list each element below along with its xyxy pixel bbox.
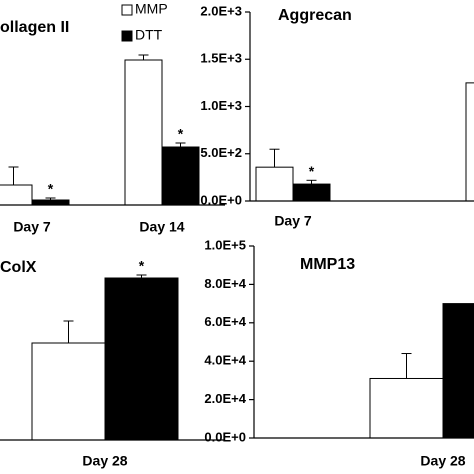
- x-tick-label: Day 28: [82, 453, 127, 469]
- bar: [0, 184, 33, 206]
- significance-marker: *: [48, 181, 54, 197]
- y-tick-label: 1.0E+5: [204, 237, 246, 252]
- y-tick-label: 2.0E+4: [204, 391, 246, 406]
- x-tick-label: Day 14: [139, 219, 184, 235]
- panel-title: MMP13: [300, 256, 355, 273]
- legend-label: DTT: [135, 27, 163, 43]
- y-tick-label: 1.0E+3: [200, 98, 242, 113]
- significance-marker: *: [309, 163, 315, 179]
- bar: [104, 277, 179, 441]
- significance-marker: *: [178, 126, 184, 142]
- y-tick-label: 1.5E+3: [200, 51, 242, 66]
- legend-label: MMP: [135, 1, 168, 17]
- significance-marker: *: [139, 258, 145, 274]
- y-tick-label: 5.0E+2: [200, 145, 242, 160]
- bar: [255, 166, 294, 202]
- y-tick-label: 4.0E+4: [204, 353, 246, 368]
- y-tick-label: 8.0E+4: [204, 276, 246, 291]
- bar: [292, 183, 331, 202]
- bar: [124, 59, 163, 206]
- panel-title: ollagen II: [0, 19, 69, 36]
- y-tick-label: 6.0E+4: [204, 314, 246, 329]
- bar: [369, 377, 444, 439]
- x-tick-label: Day 7: [274, 213, 312, 229]
- y-tick-label: 0.0E+0: [200, 192, 242, 207]
- legend-swatch: [121, 4, 133, 16]
- panel-title: Aggrecan: [278, 7, 352, 24]
- bar: [31, 342, 106, 441]
- y-tick-label: 2.0E+3: [200, 3, 242, 18]
- bar: [31, 199, 70, 206]
- panel-title: ColX: [0, 259, 37, 276]
- bar: [442, 303, 474, 439]
- legend-swatch: [121, 30, 133, 42]
- x-tick-label: Day 28: [420, 453, 465, 469]
- x-tick-label: Day 7: [13, 219, 51, 235]
- y-tick-label: 0.0E+0: [204, 429, 246, 444]
- bar: [161, 146, 200, 206]
- bar: [465, 82, 474, 202]
